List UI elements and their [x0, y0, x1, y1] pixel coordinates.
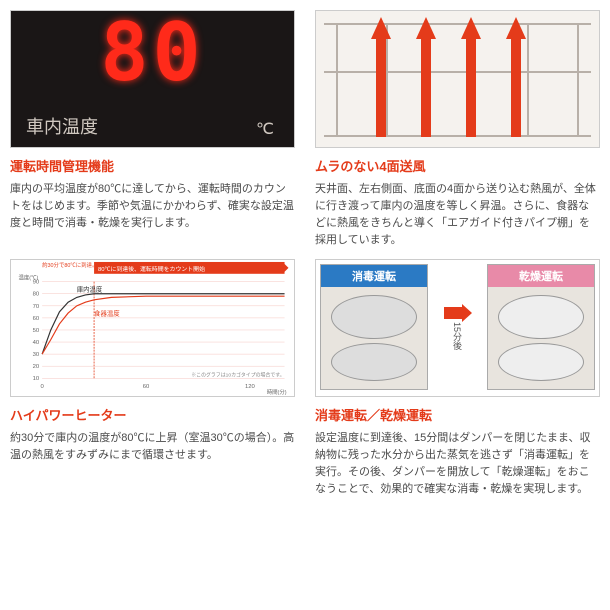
temperature-chart: 80℃に到達後、運転時間をカウント開始約30分で80℃に到達。 10 20 30 40 5…	[11, 260, 294, 396]
panel1-title: 運転時間管理機能	[10, 156, 295, 175]
svg-text:80: 80	[33, 292, 40, 298]
sterilize-image: 消毒運転	[320, 264, 428, 390]
airflow-image	[315, 10, 600, 148]
svg-text:120: 120	[245, 384, 256, 390]
svg-text:40: 40	[33, 340, 40, 346]
panel4-desc: 設定温度に到達後、15分間はダンパーを閉じたまま、収納物に残った水分から出た蒸気…	[315, 430, 600, 498]
chart-image: 80℃に到達後、運転時間をカウント開始約30分で80℃に到達。 10 20 30 40 5…	[10, 259, 295, 397]
svg-text:庫内温度: 庫内温度	[77, 285, 103, 294]
svg-text:※このグラフは10カゴタイプの場合です。: ※このグラフは10カゴタイプの場合です。	[191, 371, 284, 378]
panel2-title: ムラのない4面送風	[315, 156, 600, 175]
panel3-desc: 約30分で庫内の温度が80℃に上昇（室温30℃の場合）。高温の熱風をすみずみにま…	[10, 430, 295, 464]
svg-text:70: 70	[33, 304, 40, 310]
digital-display-image: 80 車内温度 ℃	[10, 10, 295, 148]
display-value: 80	[11, 10, 294, 99]
svg-text:10: 10	[33, 376, 40, 382]
panel2-desc: 天井面、左右側面、底面の4面から送り込む熱風が、全体に行き渡って庫内の温度を等し…	[315, 181, 600, 249]
svg-text:時間(分): 時間(分)	[267, 388, 287, 396]
svg-text:約30分で80℃に到達。: 約30分で80℃に到達。	[42, 261, 97, 269]
svg-text:60: 60	[33, 316, 40, 322]
svg-text:20: 20	[33, 364, 40, 370]
svg-text:50: 50	[33, 328, 40, 334]
dry-image: 乾燥運転	[487, 264, 595, 390]
panel3-title: ハイパワーヒーター	[10, 405, 295, 424]
svg-text:食器温度: 食器温度	[94, 309, 120, 318]
svg-text:0: 0	[40, 384, 44, 390]
panel1-desc: 庫内の平均温度が80℃に達してから、運転時間のカウントをはじめます。季節や気温に…	[10, 181, 295, 232]
display-label: 車内温度	[26, 113, 98, 139]
sterilize-label: 消毒運転	[321, 265, 427, 287]
display-unit: ℃	[256, 119, 274, 139]
transition-arrow: 15分後	[444, 304, 472, 350]
svg-text:温度(℃): 温度(℃)	[18, 274, 38, 282]
arrow-label: 15分後	[451, 322, 464, 350]
svg-text:60: 60	[143, 384, 150, 390]
svg-text:80℃に到達後、運転時間をカウント開始: 80℃に到達後、運転時間をカウント開始	[98, 265, 205, 273]
panel4-title: 消毒運転／乾燥運転	[315, 405, 600, 424]
operation-mode-image: 消毒運転 15分後 乾燥運転	[315, 259, 600, 397]
svg-text:30: 30	[33, 352, 40, 358]
dry-label: 乾燥運転	[488, 265, 594, 287]
